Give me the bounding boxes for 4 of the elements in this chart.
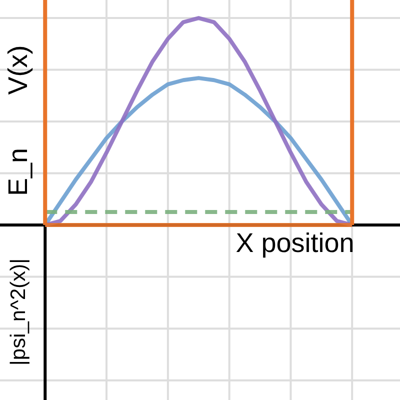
text: |psi_n^2(x)|: [7, 258, 30, 366]
x-axis-title: X position: [236, 228, 354, 258]
y-axis-title: E_n: [3, 148, 33, 196]
text: V(x): [3, 45, 33, 95]
